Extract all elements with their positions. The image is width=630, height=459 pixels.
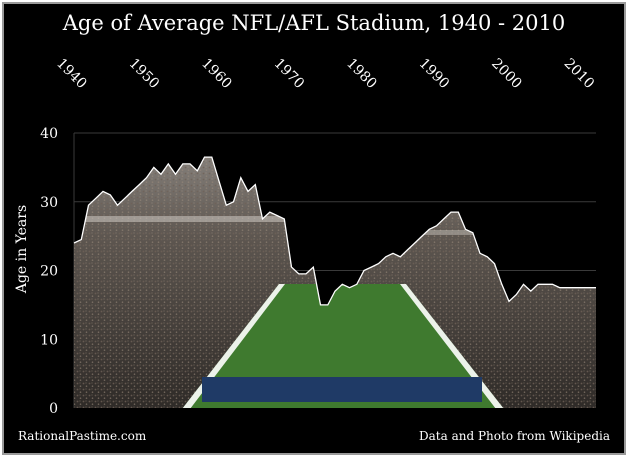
upper-deck-band — [74, 216, 334, 222]
x-tick-label: 1990 — [416, 56, 453, 93]
y-axis-label: Age in Years — [14, 205, 30, 294]
y-tick-label: 30 — [40, 195, 58, 211]
x-tick-label: 1950 — [126, 56, 163, 93]
upper-deck-band — [414, 230, 594, 235]
x-tick-label: 1940 — [53, 56, 90, 93]
y-tick-label: 20 — [40, 264, 58, 280]
area-fill — [74, 157, 596, 408]
footer-source-right: Data and Photo from Wikipedia — [419, 429, 610, 443]
x-tick-label: 1960 — [198, 56, 235, 93]
y-tick-label: 10 — [40, 332, 58, 348]
y-axis-ticks: 0 10 20 30 40 — [40, 126, 58, 417]
data-line — [73, 156, 596, 306]
x-axis-ticks: 1940 1950 1960 1970 1980 1990 2000 2010 — [53, 56, 597, 93]
y-tick-label: 40 — [40, 126, 58, 142]
x-tick-label: 2010 — [561, 56, 598, 93]
x-tick-label: 1970 — [271, 56, 308, 93]
x-tick-label: 2000 — [488, 56, 525, 93]
end-zone — [202, 377, 482, 402]
chart: Age of Average NFL/AFL Stadium, 1940 - 2… — [14, 11, 610, 443]
footer-source-left: RationalPastime.com — [18, 429, 147, 443]
chart-title: Age of Average NFL/AFL Stadium, 1940 - 2… — [62, 11, 565, 35]
x-tick-label: 1980 — [343, 56, 380, 93]
y-tick-label: 0 — [49, 401, 58, 417]
chart-frame: Age of Average NFL/AFL Stadium, 1940 - 2… — [2, 2, 626, 455]
